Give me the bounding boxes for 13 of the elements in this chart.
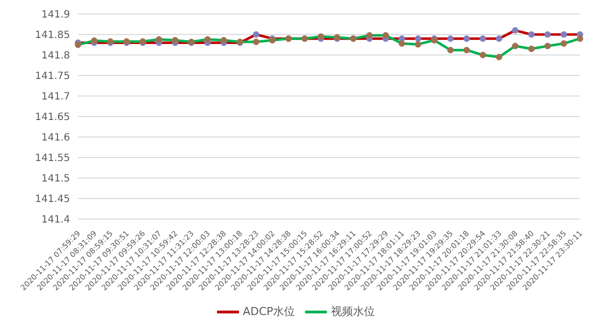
- y-tick-label: 141.85: [35, 30, 70, 42]
- y-tick-label: 141.4: [41, 214, 70, 226]
- y-tick-label: 141.9: [41, 10, 70, 21]
- y-tick-label: 141.55: [35, 153, 70, 164]
- y-tick-label: 141.8: [41, 50, 70, 62]
- y-tick-label: 141.45: [35, 194, 70, 206]
- legend-label: ADCP水位: [242, 305, 296, 318]
- legend-label: 视频水位: [331, 305, 376, 318]
- y-tick-label: 141.75: [35, 71, 70, 82]
- y-tick-label: 141.6: [41, 132, 70, 144]
- y-tick-label: 141.5: [41, 174, 70, 185]
- y-tick-label: 141.7: [41, 92, 70, 103]
- y-tick-label: 141.65: [35, 112, 70, 124]
